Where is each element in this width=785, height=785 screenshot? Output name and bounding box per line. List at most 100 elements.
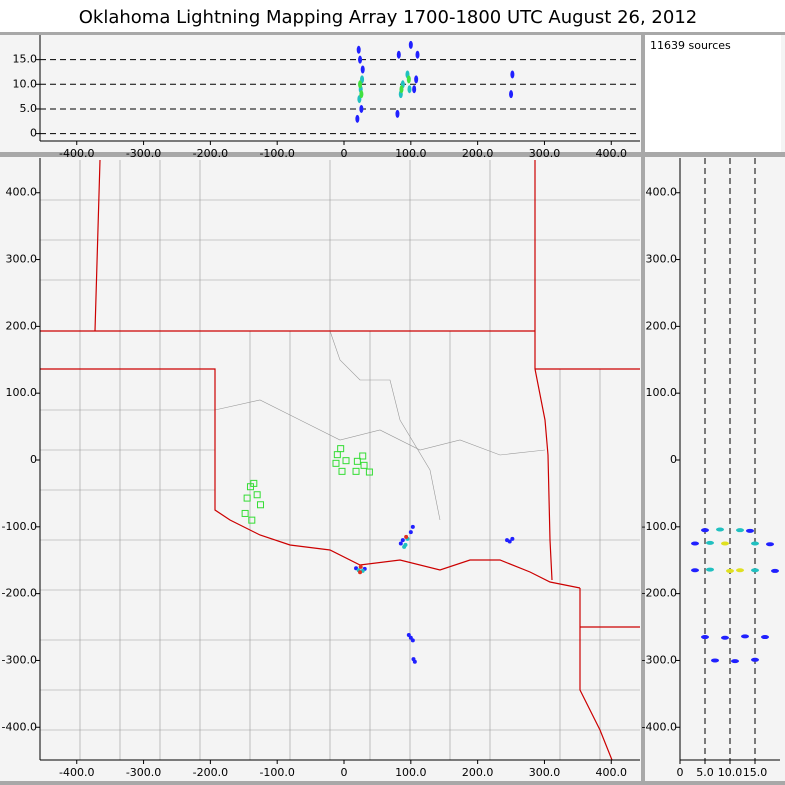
x-tick-label: 200.0	[462, 147, 494, 160]
source-point	[359, 104, 364, 113]
source-point	[691, 568, 699, 573]
source-point	[356, 45, 361, 54]
source-point	[358, 80, 363, 89]
y-tick-label: 100.0	[6, 386, 38, 399]
y-tick-label: 300.0	[646, 253, 678, 266]
map	[40, 159, 640, 761]
station	[353, 457, 361, 465]
station	[253, 491, 261, 499]
source-point	[509, 90, 514, 99]
x-tick-label: -300.0	[126, 766, 161, 779]
source-point	[404, 534, 409, 539]
source-point	[751, 657, 759, 662]
source-point	[706, 567, 714, 572]
station	[256, 501, 264, 509]
source-point	[410, 638, 415, 643]
station	[243, 494, 251, 502]
y-tick-label: 0	[30, 127, 37, 140]
source-point	[726, 568, 734, 573]
x-tick-label: -400.0	[59, 766, 94, 779]
source-point	[402, 544, 407, 549]
source-point	[408, 530, 413, 535]
source-point	[771, 568, 779, 573]
source-point	[510, 70, 515, 79]
y-tick-label: 0	[30, 453, 37, 466]
x-tick-label: -200.0	[193, 766, 228, 779]
source-point	[701, 635, 709, 640]
source-point	[395, 109, 400, 118]
y-tick-label: -100.0	[642, 520, 677, 533]
source-point	[691, 541, 699, 546]
source-point	[358, 570, 363, 575]
source-count: 11639 sources	[650, 39, 731, 52]
source-point	[358, 55, 363, 64]
x-tick-label: 10.0	[718, 766, 743, 779]
y-tick-label: 400.0	[6, 186, 38, 199]
source-point	[396, 50, 401, 59]
county-lines	[40, 160, 640, 760]
source-point	[359, 90, 364, 99]
source-point	[751, 541, 759, 546]
source-point	[410, 524, 415, 529]
y-tick-label: 200.0	[6, 319, 38, 332]
y-tick-label: 0	[670, 453, 677, 466]
x-tick-label: 200.0	[462, 766, 494, 779]
x-tick-label: 300.0	[529, 766, 561, 779]
source-point	[721, 635, 729, 640]
divider	[0, 32, 785, 35]
source-point	[741, 634, 749, 639]
source-point	[766, 542, 774, 547]
y-tick-label: -300.0	[642, 653, 677, 666]
y-tick-label: -100.0	[2, 520, 37, 533]
source-point	[746, 528, 754, 533]
info-box	[645, 35, 781, 152]
station	[333, 451, 341, 459]
y-tick-label: 100.0	[646, 386, 678, 399]
divider	[0, 781, 785, 785]
station	[250, 479, 258, 487]
station	[342, 457, 350, 465]
station	[332, 459, 340, 467]
source-point	[736, 568, 744, 573]
y-tick-label: 15.0	[13, 53, 38, 66]
x-tick-label: -400.0	[59, 147, 94, 160]
station	[359, 452, 367, 460]
x-tick-label: 0	[341, 766, 348, 779]
source-point	[701, 528, 709, 533]
source-point	[414, 75, 419, 84]
x-tick-label: 5.0	[696, 766, 714, 779]
source-point	[711, 658, 719, 663]
x-tick-label: 400.0	[596, 147, 628, 160]
x-tick-label: 15.0	[743, 766, 768, 779]
station	[241, 509, 249, 517]
source-point	[716, 527, 724, 532]
y-tick-label: -300.0	[2, 653, 37, 666]
source-point	[400, 538, 405, 543]
station	[248, 516, 256, 524]
source-point	[412, 659, 417, 664]
source-point	[751, 568, 759, 573]
source-point	[415, 50, 420, 59]
station	[360, 461, 368, 469]
source-point	[398, 541, 403, 546]
divider	[641, 35, 645, 785]
source-point	[706, 540, 714, 545]
x-tick-label: -300.0	[126, 147, 161, 160]
x-tick-label: 100.0	[395, 766, 427, 779]
x-tick-label: -100.0	[259, 147, 294, 160]
y-tick-label: 400.0	[646, 186, 678, 199]
y-tick-label: -200.0	[642, 587, 677, 600]
source-point	[510, 536, 515, 541]
x-tick-label: 400.0	[596, 766, 628, 779]
source-point	[721, 541, 729, 546]
y-tick-label: 10.0	[13, 77, 38, 90]
state-borders	[40, 159, 640, 761]
y-tick-label: -400.0	[642, 720, 677, 733]
station	[365, 468, 373, 476]
chart-title: Oklahoma Lightning Mapping Array 1700-18…	[79, 7, 698, 28]
x-tick-label: 0	[677, 766, 684, 779]
source-point	[399, 85, 404, 94]
source-point	[731, 659, 739, 664]
source-point	[407, 85, 412, 94]
y-tick-label: 300.0	[6, 253, 38, 266]
